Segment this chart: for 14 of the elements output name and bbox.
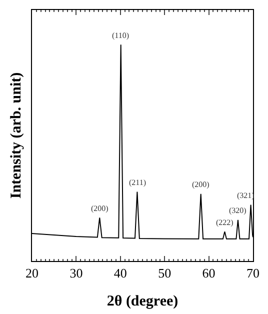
y-axis-title: Intensity (arb. unit) [8,72,24,199]
annotation: (200) [91,204,109,213]
x-tick-label: 30 [70,266,83,281]
x-tick-label: 70 [246,266,260,281]
x-axis-title: 2θ (degree) [106,294,178,310]
x-tick-label: 50 [158,266,172,281]
annotation: (200) [192,180,210,189]
x-tick-label: 40 [114,266,127,281]
x-tick-label: 60 [202,266,216,281]
annotation: (320) [229,206,247,215]
annotation: (222) [216,218,234,227]
x-tick-label: 20 [26,266,38,281]
annotation: (110) [112,31,130,40]
annotation: (211) [129,178,146,187]
